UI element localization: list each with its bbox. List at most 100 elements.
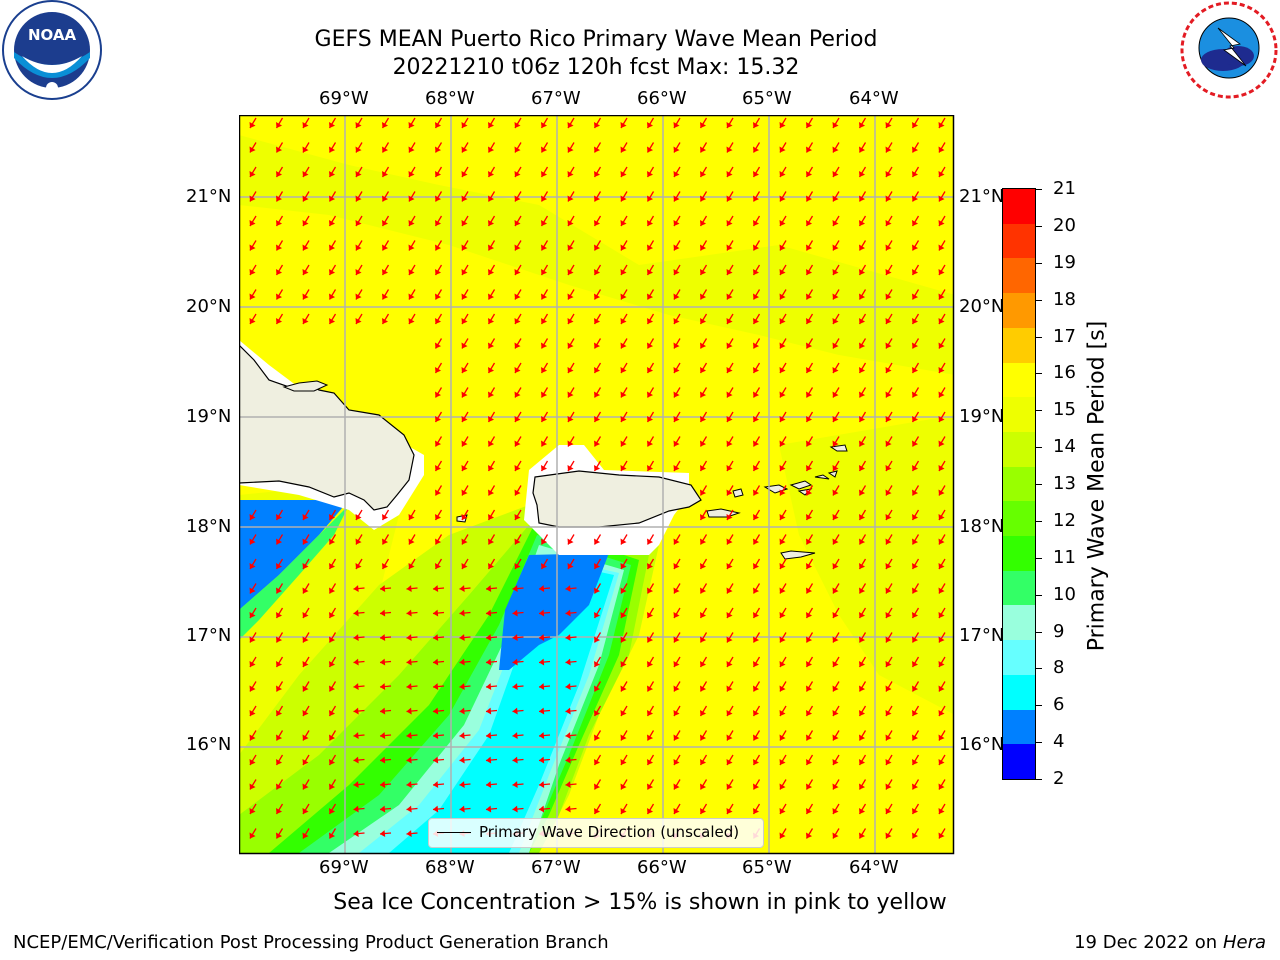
wave-arrow-head [512,585,518,593]
wave-arrow-head [726,636,733,643]
wave-arrow-head [885,636,892,643]
wave-arrow-head [885,121,892,128]
wave-arrow-head [567,464,574,471]
wave-arrow-head [753,268,760,275]
wave-arrow-head [938,709,945,716]
wave-arrow-head [753,342,760,349]
wave-arrow-head [435,317,442,324]
wave-arrow-head [512,609,518,617]
wave-arrow-head [435,219,442,226]
wave-arrow-head [329,146,336,153]
wave-arrow-head [512,658,518,666]
wave-arrow-head [673,121,680,128]
wave-arrow-head [938,538,945,545]
wave-arrow-head [514,391,521,398]
wave-arrow-head [753,464,760,471]
wave-arrow-head [567,121,574,128]
footer-date-text: 19 Dec 2022 on [1074,932,1218,953]
wave-arrow-head [700,734,707,741]
wave-arrow-head [806,170,813,177]
wave-arrow-head [859,464,866,471]
wave-arrow-head [885,734,892,741]
vieques-island [706,508,741,518]
wave-arrow-head [514,293,521,300]
wave-arrow-head [488,440,495,447]
colorbar-tick-mark [1036,336,1042,338]
wave-arrow-head [461,513,468,520]
wave-arrow-head [620,685,627,692]
wave-arrow-head [435,195,442,202]
wave-arrow-head [382,146,389,153]
colorbar-segment [1003,501,1035,537]
wave-arrow-head [832,464,839,471]
wave-arrow-head [461,489,468,496]
wave-arrow-head [647,170,654,177]
wave-arrow-head [859,587,866,594]
wave-arrow-head [832,366,839,373]
wave-arrow-head [938,244,945,251]
wave-arrow-head [408,293,415,300]
wave-arrow-head [541,391,548,398]
wave-arrow-head [353,658,359,666]
wave-arrow-head [353,683,359,691]
wave-arrow-head [779,268,786,275]
wave-arrow-head [406,830,412,838]
wave-arrow-head [435,440,442,447]
wave-arrow-head [488,342,495,349]
wave-arrow-head [276,611,283,618]
wave-arrow-head [779,317,786,324]
wave-arrow-head [276,832,283,839]
wave-arrow-head [806,415,813,422]
lon-label-bottom: 68°W [425,857,475,878]
wave-arrow-head [726,317,733,324]
wave-arrow-head [433,805,439,813]
wave-arrow-head [912,391,919,398]
wave-arrow-head [567,391,574,398]
wave-arrow-head [249,513,256,520]
colorbar [1002,188,1036,780]
wave-arrow-head [435,391,442,398]
wave-arrow-head [435,244,442,251]
wave-arrow-head [859,685,866,692]
wave-arrow-head [726,415,733,422]
wave-arrow-head [514,415,521,422]
wave-arrow-head [726,709,733,716]
wave-arrow-head [408,513,415,520]
wave-arrow-head [912,342,919,349]
wave-arrow-head [832,538,839,545]
wave-arrow-head [565,732,571,740]
wave-arrow-head [673,219,680,226]
wave-arrow-head [406,609,412,617]
wave-arrow-head [486,585,492,593]
wave-arrow-head [514,317,521,324]
wave-arrow-head [486,707,492,715]
wave-arrow-head [433,609,439,617]
colorbar-segment [1003,640,1035,676]
wave-arrow-head [700,195,707,202]
wave-arrow-head [249,783,256,790]
wave-arrow-head [912,219,919,226]
wave-arrow-head [885,562,892,569]
wave-arrow-head [329,195,336,202]
wave-arrow-head [461,293,468,300]
wave-arrow-head [726,170,733,177]
wave-arrow-head [673,660,680,667]
wave-arrow-head [832,636,839,643]
wave-arrow-head [859,391,866,398]
wave-arrow-head [353,585,359,593]
wave-direction-arrows [249,117,946,839]
wave-arrow-head [938,415,945,422]
colorbar-tick-label: 17 [1053,325,1076,347]
wave-arrow-head [459,658,465,666]
wave-arrow-head [249,636,256,643]
wave-arrow-head [832,121,839,128]
wave-arrow-head [541,121,548,128]
wave-arrow-head [832,219,839,226]
wave-arrow-head [806,342,813,349]
wave-arrow-head [806,611,813,618]
wave-arrow-head [276,660,283,667]
wave-arrow-head [406,756,412,764]
wave-arrow-head [726,611,733,618]
wave-arrow-head [779,783,786,790]
wave-arrow-head [249,146,256,153]
